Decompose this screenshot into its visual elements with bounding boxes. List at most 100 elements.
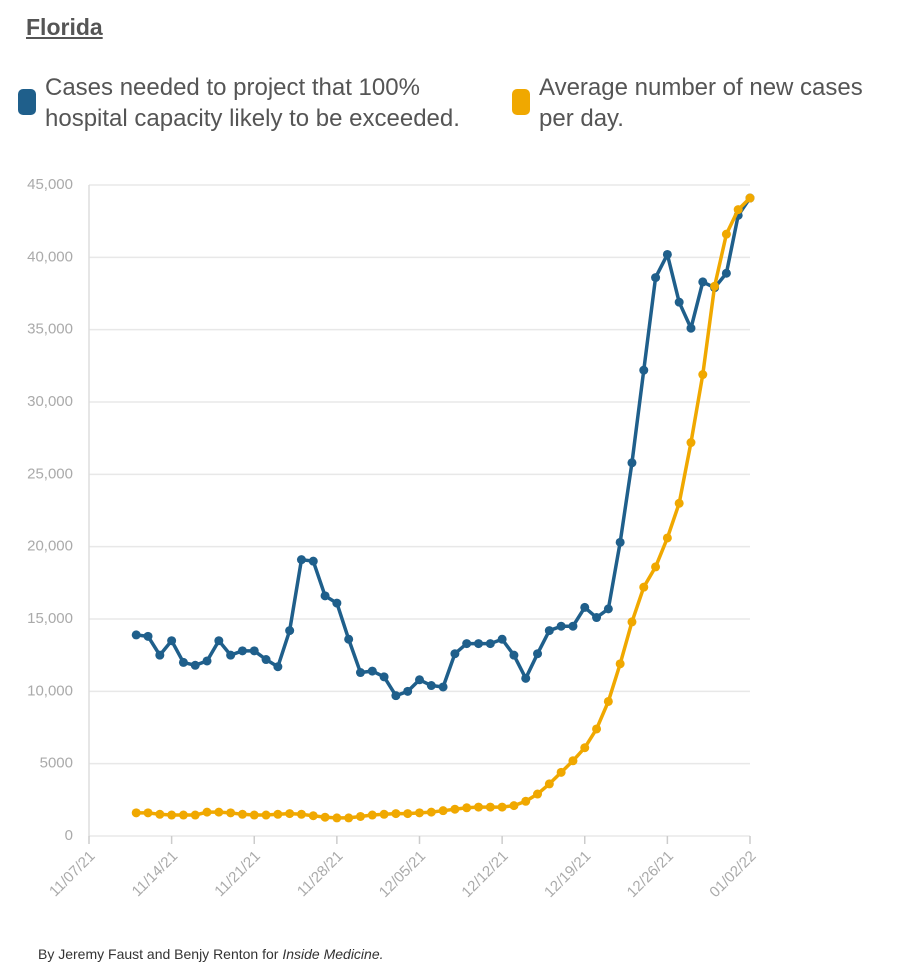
data-point: [167, 636, 177, 646]
x-tick-label: 12/26/21: [624, 848, 677, 901]
data-point: [214, 807, 224, 817]
data-point: [533, 789, 543, 799]
data-point: [296, 555, 306, 565]
data-point: [308, 811, 318, 821]
data-point: [249, 810, 259, 820]
data-point: [556, 621, 566, 631]
data-point: [509, 801, 519, 811]
y-tick-label: 30,000: [27, 393, 73, 410]
data-point: [143, 808, 153, 818]
x-tick-label: 11/28/21: [294, 848, 347, 901]
y-tick-label: 15,000: [27, 610, 73, 627]
data-point: [497, 802, 507, 812]
y-tick-label: 10,000: [27, 682, 73, 699]
data-point: [485, 802, 495, 812]
x-tick-label: 11/14/21: [129, 848, 182, 901]
legend-item: Average number of new cases per day.: [512, 72, 892, 134]
data-point: [639, 365, 649, 375]
data-point: [674, 498, 684, 508]
data-point: [580, 743, 590, 753]
data-point: [556, 767, 566, 777]
data-point: [237, 646, 247, 656]
data-point: [367, 810, 377, 820]
data-point: [190, 810, 200, 820]
data-point: [403, 686, 413, 696]
data-point: [273, 809, 283, 819]
data-point: [249, 646, 259, 656]
data-point: [544, 779, 554, 789]
legend-item: Cases needed to project that 100% hospit…: [18, 72, 498, 134]
data-point: [391, 809, 401, 819]
legend-swatch: [18, 89, 36, 115]
data-point: [273, 662, 283, 672]
data-point: [450, 804, 460, 814]
chart: 0 5000 10,000 15,000 20,000 25,000 30,000 35,00…: [27, 176, 760, 901]
data-point: [403, 809, 413, 819]
data-point: [190, 660, 200, 670]
data-point: [355, 811, 365, 821]
y-tick-label: 45,000: [27, 176, 73, 193]
data-point: [296, 809, 306, 819]
data-point: [355, 668, 365, 678]
data-point: [367, 666, 377, 676]
data-point: [474, 802, 484, 812]
data-point: [568, 756, 578, 766]
legend-label: Average number of new cases per day.: [539, 74, 863, 132]
data-point: [438, 682, 448, 692]
data-point: [580, 602, 590, 612]
x-tick-label: 12/05/21: [376, 848, 429, 901]
legend-label: Cases needed to project that 100% hospit…: [45, 74, 460, 132]
data-point: [415, 808, 424, 818]
data-point: [603, 604, 613, 614]
data-point: [462, 639, 472, 649]
data-point: [155, 650, 165, 660]
data-point: [733, 205, 743, 215]
credit-text: By Jeremy Faust and Benjy Renton for: [38, 946, 279, 962]
data-point: [438, 806, 448, 816]
data-point: [131, 808, 141, 818]
data-point: [497, 634, 507, 644]
y-tick-label: 25,000: [27, 465, 73, 482]
data-point: [698, 370, 708, 380]
y-tick-label: 5000: [40, 755, 73, 772]
data-point: [662, 249, 672, 259]
data-point: [379, 672, 389, 682]
x-tick-label: 11/07/21: [46, 848, 99, 901]
data-point: [662, 533, 672, 543]
data-point: [202, 656, 212, 666]
data-point: [639, 582, 649, 592]
data-point: [462, 803, 472, 813]
data-point: [332, 598, 342, 608]
data-point: [178, 810, 188, 820]
data-point: [674, 297, 684, 307]
x-tick-label: 01/02/22: [706, 848, 759, 901]
data-point: [603, 696, 613, 706]
y-tick-label: 20,000: [27, 538, 73, 555]
credit: By Jeremy Faust and Benjy Renton for Ins…: [38, 946, 384, 962]
data-point: [285, 809, 295, 819]
data-point: [344, 634, 354, 644]
data-point: [450, 649, 460, 659]
y-tick-label: 0: [65, 827, 73, 844]
data-point: [592, 724, 602, 734]
data-point: [226, 650, 236, 660]
data-point: [131, 630, 141, 640]
x-tick-label: 12/19/21: [541, 848, 594, 901]
data-point: [214, 636, 224, 646]
data-point: [155, 809, 165, 819]
data-point: [627, 458, 637, 468]
data-point: [651, 562, 661, 572]
data-point: [237, 809, 247, 819]
data-point: [167, 810, 177, 820]
data-point: [592, 613, 602, 623]
chart-title: Florida: [26, 14, 103, 40]
data-point: [533, 649, 543, 659]
data-point: [426, 807, 436, 817]
data-point: [745, 193, 755, 203]
data-point: [721, 229, 731, 239]
data-point: [627, 617, 637, 627]
data-point: [544, 626, 554, 636]
legend-swatch: [512, 89, 530, 115]
data-point: [226, 808, 236, 818]
